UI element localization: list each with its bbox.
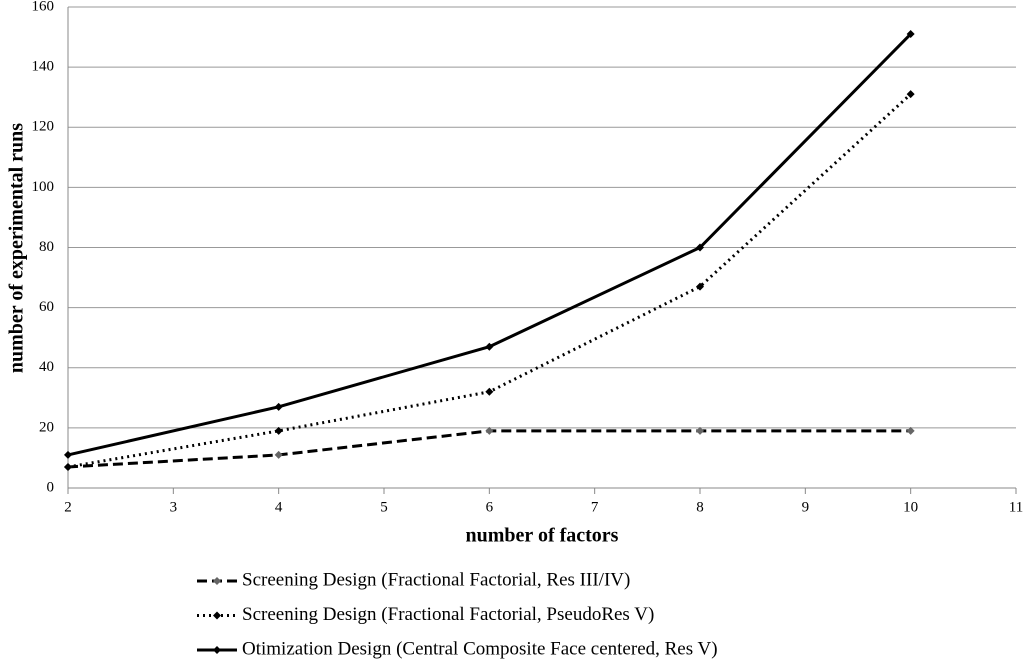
y-tick-label: 60 xyxy=(39,299,54,315)
data-point xyxy=(485,342,494,351)
data-point xyxy=(64,450,72,459)
x-tick-label: 6 xyxy=(486,499,494,515)
legend-marker xyxy=(213,611,221,620)
x-tick-label: 11 xyxy=(1009,499,1023,515)
legend-label: Screening Design (Fractional Factorial, … xyxy=(242,569,630,590)
x-tick-label: 2 xyxy=(64,499,72,515)
x-tick-label: 4 xyxy=(275,499,283,515)
x-tick-label: 3 xyxy=(170,499,178,515)
y-tick-label: 0 xyxy=(47,479,55,495)
x-tick-label: 10 xyxy=(903,499,918,515)
y-tick-label: 100 xyxy=(32,179,55,195)
legend-marker xyxy=(213,646,221,654)
y-tick-label: 80 xyxy=(39,239,54,255)
legend-marker xyxy=(213,577,221,585)
data-point xyxy=(274,402,283,411)
x-tick-label: 9 xyxy=(802,499,810,515)
y-tick-label: 160 xyxy=(32,0,55,14)
data-point xyxy=(485,426,494,435)
y-tick-label: 140 xyxy=(32,59,55,75)
y-tick-label: 40 xyxy=(39,359,54,375)
data-point xyxy=(696,426,704,435)
series-line xyxy=(67,93,912,469)
legend-label: Otimization Design (Central Composite Fa… xyxy=(242,638,718,659)
series-line xyxy=(67,429,911,469)
y-axis-title: number of experimental runs xyxy=(6,123,28,373)
x-tick-label: 7 xyxy=(591,499,599,515)
x-axis-title: number of factors xyxy=(466,525,619,547)
legend-label: Screening Design (Fractional Factorial, … xyxy=(242,604,654,625)
data-point xyxy=(485,387,494,396)
data-point xyxy=(906,90,915,99)
y-tick-label: 120 xyxy=(32,119,55,135)
x-tick-label: 5 xyxy=(380,499,388,515)
data-point xyxy=(906,30,915,39)
y-tick-label: 20 xyxy=(39,419,54,435)
data-point xyxy=(274,426,283,435)
data-point xyxy=(64,462,72,471)
data-point xyxy=(274,450,283,459)
data-point xyxy=(906,426,915,435)
data-point xyxy=(696,282,704,291)
data-point xyxy=(696,243,704,252)
x-tick-label: 8 xyxy=(696,499,704,515)
